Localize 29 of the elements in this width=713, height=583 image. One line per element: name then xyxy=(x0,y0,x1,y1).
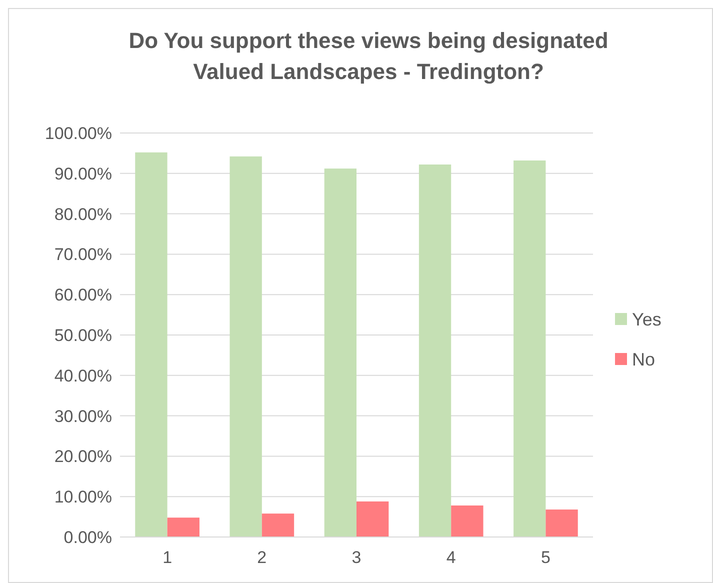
bar xyxy=(262,514,294,537)
x-tick-label: 2 xyxy=(257,548,267,567)
bar xyxy=(230,156,262,537)
bar xyxy=(135,152,168,537)
x-tick-label: 1 xyxy=(162,548,172,567)
bar xyxy=(167,518,200,537)
y-tick-label: 10.00% xyxy=(54,488,112,507)
chart-title: Do You support these views being designated Valued Landscapes - Tredington? xyxy=(128,28,608,84)
y-tick-label: 80.00% xyxy=(54,204,112,224)
bar xyxy=(418,164,452,537)
y-tick-label: 70.00% xyxy=(54,245,112,264)
bar xyxy=(324,168,356,537)
legend-label: No xyxy=(632,349,656,370)
bar xyxy=(451,505,484,537)
legend-label: Yes xyxy=(632,309,662,330)
bar xyxy=(514,160,546,537)
y-tick-label: 50.00% xyxy=(54,326,112,345)
x-tick-label: 4 xyxy=(446,548,456,567)
y-tick-label: 30.00% xyxy=(54,406,112,426)
y-tick-label: 90.00% xyxy=(54,164,112,184)
y-tick-label: 0.00% xyxy=(64,528,112,547)
bar xyxy=(356,501,389,537)
bar xyxy=(546,510,578,537)
y-tick-label: 60.00% xyxy=(54,286,112,305)
x-tick-label: 3 xyxy=(352,548,362,567)
y-tick-label: 100.00% xyxy=(44,124,112,143)
y-tick-label: 40.00% xyxy=(54,366,112,386)
x-tick-label: 5 xyxy=(540,548,550,567)
y-tick-label: 20.00% xyxy=(54,447,112,466)
